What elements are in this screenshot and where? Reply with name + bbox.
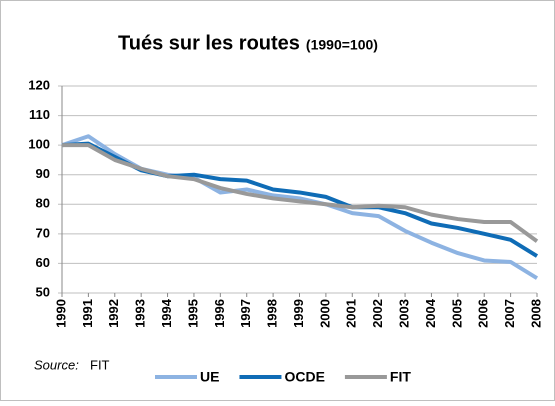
x-tick-label: 1991 xyxy=(80,299,95,328)
chart-title: Tués sur les routes xyxy=(118,32,300,54)
y-tick-label: 80 xyxy=(36,196,50,211)
x-tick-label: 2007 xyxy=(502,299,517,328)
x-tick-label: 2003 xyxy=(396,299,411,328)
x-tick-label: 1998 xyxy=(265,299,280,328)
x-tick-label: 1997 xyxy=(238,299,253,328)
y-tick-label: 110 xyxy=(29,107,50,122)
x-tick-label: 2002 xyxy=(370,299,385,328)
x-tick-label: 2006 xyxy=(476,299,491,328)
x-tick-label: 2001 xyxy=(344,299,359,328)
x-tick-label: 2004 xyxy=(423,298,438,328)
y-tick-label: 70 xyxy=(36,225,50,240)
y-tick-label: 50 xyxy=(36,284,50,299)
chart-subtitle: (1990=100) xyxy=(306,37,378,53)
source: FIT xyxy=(90,357,110,372)
x-tick-label: 2008 xyxy=(528,299,543,328)
x-tick-label: 1992 xyxy=(106,299,121,328)
y-tick-label: 120 xyxy=(28,77,50,92)
x-tick-label: 1993 xyxy=(133,299,148,328)
source-label: Source: xyxy=(34,357,79,372)
legend-label: UE xyxy=(200,369,219,385)
x-tick-label: 2000 xyxy=(317,299,332,328)
x-tick-label: 1994 xyxy=(159,298,174,328)
legend-label: OCDE xyxy=(284,369,324,385)
x-tick-label: 1995 xyxy=(185,299,200,328)
x-tick-label: 2005 xyxy=(449,299,464,328)
x-tick-label: 1990 xyxy=(53,299,68,328)
x-tick-label: 1999 xyxy=(291,299,306,328)
legend-label: FIT xyxy=(390,369,411,385)
x-tick-label: 1996 xyxy=(212,299,227,328)
y-tick-label: 60 xyxy=(36,255,50,270)
series-line xyxy=(62,143,539,243)
y-tick-label: 90 xyxy=(36,166,50,181)
y-tick-label: 100 xyxy=(28,137,50,152)
